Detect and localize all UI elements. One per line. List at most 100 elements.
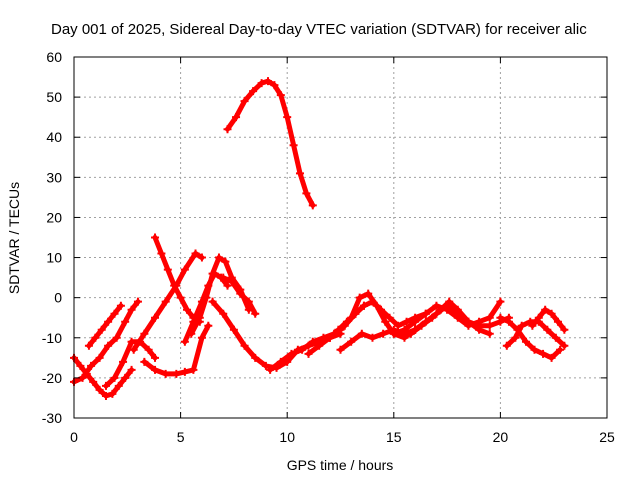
data-point-sat-g: [129, 345, 138, 354]
data-point-sat-s: [421, 317, 430, 326]
data-point-sat-e: [151, 353, 160, 362]
data-point-sat-c: [97, 325, 106, 334]
data-point-sat-g: [140, 329, 149, 338]
data-point-sat-t: [547, 353, 556, 362]
data-point-sat-b: [76, 361, 85, 370]
data-point-sat-f: [151, 233, 160, 242]
data-point-sat-t: [496, 313, 505, 322]
y-tick-label: 60: [46, 49, 62, 65]
x-tick-label: 10: [279, 429, 295, 445]
data-point-sat-l: [219, 273, 228, 282]
data-point-sat-a: [249, 87, 258, 96]
data-point-sat-u: [517, 321, 526, 330]
data-point-sat-a: [223, 125, 232, 134]
data-point-sat-n: [304, 349, 313, 358]
y-tick-label: 10: [46, 250, 62, 266]
data-point-sat-t: [530, 345, 539, 354]
data-point-sat-b: [114, 381, 123, 390]
data-point-sat-h: [151, 365, 160, 374]
data-point-sat-a: [302, 189, 311, 198]
data-point-sat-j: [202, 293, 211, 302]
data-point-sat-j: [208, 269, 217, 278]
x-axis-label: GPS time / hours: [287, 457, 394, 473]
data-point-sat-f: [182, 305, 191, 314]
data-point-sat-b: [108, 389, 117, 398]
data-point-sat-a: [308, 201, 317, 210]
data-point-sat-h: [189, 365, 198, 374]
data-point-sat-t: [556, 345, 565, 354]
data-point-sat-b: [127, 365, 136, 374]
data-point-sat-c: [116, 301, 125, 310]
grid-lines: [74, 57, 607, 418]
x-tick-label: 20: [493, 429, 509, 445]
data-point-sat-r: [406, 329, 415, 338]
data-point-sat-n: [364, 289, 373, 298]
x-tick-label: 25: [599, 429, 615, 445]
data-point-sat-l: [251, 309, 260, 318]
x-tick-label: 15: [386, 429, 402, 445]
data-point-sat-m: [287, 349, 296, 358]
data-point-sat-s: [485, 321, 494, 330]
data-point-sat-p: [379, 329, 388, 338]
data-point-sat-b: [89, 377, 98, 386]
data-point-sat-j: [214, 253, 223, 262]
data-point-sat-o: [394, 321, 403, 330]
series-line-sat-h: [141, 323, 211, 377]
data-point-sat-g: [161, 297, 170, 306]
data-point-sat-l: [244, 297, 253, 306]
data-point-sat-t: [504, 317, 513, 326]
data-point-sat-k: [208, 297, 217, 306]
data-point-sat-u: [502, 341, 511, 350]
data-point-sat-o: [351, 309, 360, 318]
data-point-sat-e: [144, 345, 153, 354]
data-point-sat-g: [180, 265, 189, 274]
series-line-sat-v: [529, 307, 567, 333]
data-point-sat-q: [400, 325, 409, 334]
data-point-sat-h: [180, 367, 189, 376]
data-point-sat-o: [385, 313, 394, 322]
y-tick-label: 50: [46, 89, 62, 105]
data-point-sat-q: [411, 317, 420, 326]
data-point-sat-o: [377, 305, 386, 314]
data-point-sat-e: [110, 373, 119, 382]
series-line-sat-b: [71, 355, 135, 399]
data-point-sat-c: [91, 333, 100, 342]
data-point-sat-f: [157, 249, 166, 258]
data-point-sat-s: [432, 309, 441, 318]
data-point-sat-a: [270, 81, 279, 90]
y-tick-label: -20: [42, 370, 62, 386]
data-point-sat-g: [191, 249, 200, 258]
data-point-sat-s: [475, 321, 484, 330]
axis-ticks: 0 5 10 15 20 25 -30 -20 -10 0 10 20 30 40 50 60: [42, 49, 615, 445]
data-point-sat-d: [104, 341, 113, 350]
data-point-sat-g: [172, 281, 181, 290]
data-point-sat-g: [197, 253, 206, 262]
data-point-sat-d: [127, 305, 136, 314]
data-point-sat-s: [464, 317, 473, 326]
data-point-sat-g: [151, 313, 160, 322]
data-point-sat-q: [496, 297, 505, 306]
data-point-sat-o: [359, 301, 368, 310]
data-point-sat-a: [283, 113, 292, 122]
data-point-sat-m: [266, 365, 275, 374]
data-point-sat-q: [421, 309, 430, 318]
data-point-sat-l: [227, 277, 236, 286]
data-point-sat-u: [511, 333, 520, 342]
data-point-sat-u: [543, 325, 552, 334]
data-point-sat-h: [161, 369, 170, 378]
data-point-sat-p: [347, 337, 356, 346]
data-point-sat-s: [443, 301, 452, 310]
data-point-sat-p: [357, 329, 366, 338]
data-point-sat-n: [381, 317, 390, 326]
series-line-sat-g: [131, 251, 205, 353]
data-point-sat-o: [325, 333, 334, 342]
data-point-sat-u: [560, 341, 569, 350]
data-point-sat-b: [101, 391, 110, 400]
y-tick-label: 30: [46, 169, 62, 185]
x-tick-label: 5: [177, 429, 185, 445]
data-point-sat-i: [223, 281, 232, 290]
data-point-sat-k: [261, 361, 270, 370]
data-point-sat-f: [163, 265, 172, 274]
data-point-sat-k: [229, 325, 238, 334]
data-point-sat-j: [187, 329, 196, 338]
